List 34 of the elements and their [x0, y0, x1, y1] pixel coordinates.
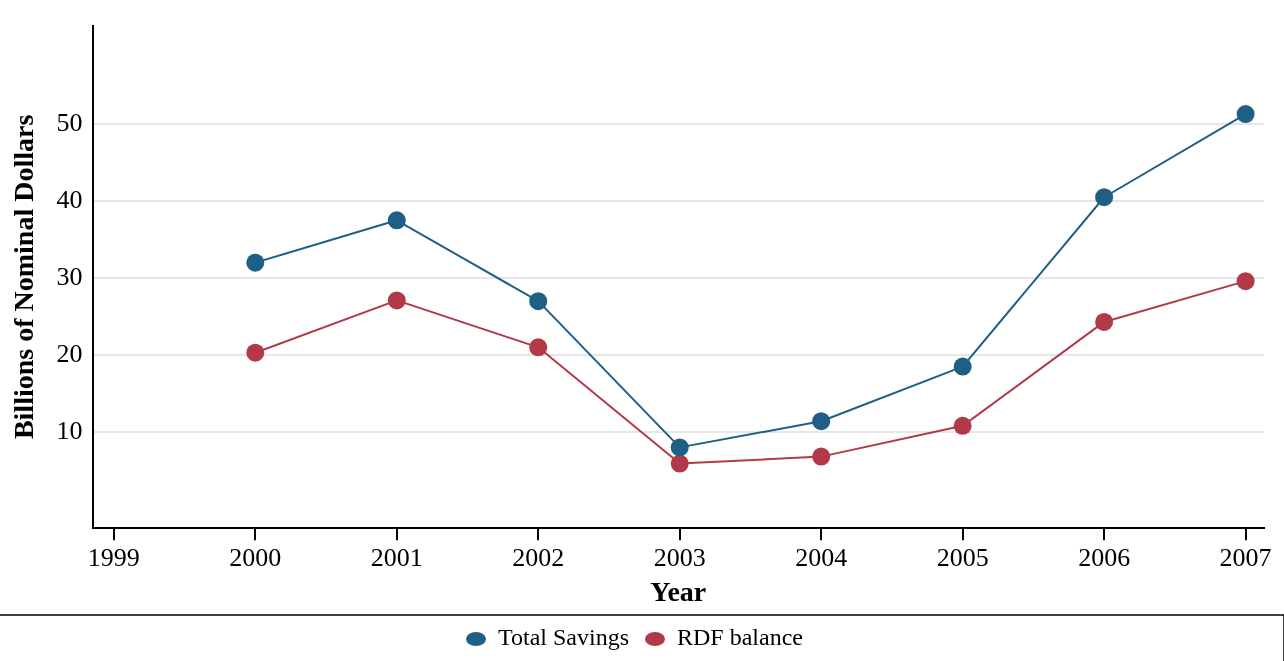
point — [812, 412, 831, 431]
point — [812, 447, 831, 466]
point — [670, 454, 689, 473]
y-tick-label: 20 — [56, 338, 83, 368]
x-tick-label: 1999 — [87, 542, 140, 572]
point — [529, 338, 548, 357]
x-tick-label: 2007 — [1219, 542, 1272, 572]
point — [387, 291, 406, 310]
y-tick-label: 50 — [56, 107, 83, 137]
y-tick-label: 10 — [56, 415, 83, 445]
x-tick-label: 2004 — [795, 542, 848, 572]
point — [670, 438, 689, 457]
x-tick-label: 2002 — [512, 542, 565, 572]
legend-label: RDF balance — [677, 624, 803, 651]
legend-label: Total Savings — [498, 624, 630, 651]
point — [953, 416, 972, 435]
x-tick-label: 2003 — [653, 542, 706, 572]
x-tick-label: 2000 — [229, 542, 282, 572]
x-axis-title: Year — [650, 576, 707, 608]
point — [529, 292, 548, 311]
point — [1095, 188, 1114, 207]
point — [1236, 105, 1255, 124]
y-tick-label: 40 — [56, 184, 83, 214]
x-tick-label: 2001 — [370, 542, 423, 572]
point — [387, 211, 406, 230]
x-tick-label: 2006 — [1078, 542, 1131, 572]
point — [1236, 272, 1255, 291]
y-axis-title: Billions of Nominal Dollars — [8, 114, 40, 440]
point — [246, 343, 265, 362]
y-tick-label: 30 — [56, 261, 83, 291]
point — [953, 357, 972, 376]
x-tick-label: 2005 — [936, 542, 989, 572]
point — [246, 253, 265, 272]
point — [1095, 312, 1114, 331]
